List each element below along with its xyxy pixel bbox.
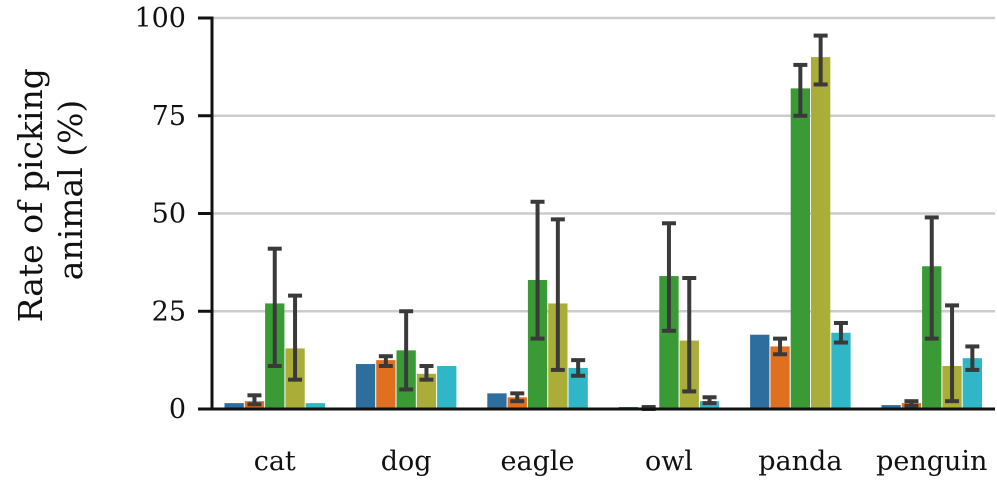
error-bar [661,221,676,333]
error-bar [813,33,828,87]
bar [811,57,831,409]
bar [487,393,507,409]
error-bar [904,399,919,408]
bar [750,334,770,409]
y-tick-label: 25 [152,296,186,327]
bar [437,365,457,409]
error-bar [793,62,808,118]
bar [881,405,901,409]
x-tick-label: eagle [501,446,575,477]
gridlines [212,16,995,313]
bar [527,279,548,409]
bar [224,403,244,409]
error-bar [247,393,262,407]
bar [305,403,325,409]
y-axis-title-line-2: animal (%) [51,100,90,281]
bar [770,346,790,409]
x-tick-label: owl [645,446,693,477]
error-bar [550,217,565,372]
error-bar [288,293,303,382]
x-tick-label: cat [254,446,296,477]
error-bar [510,391,525,404]
axes [198,16,995,411]
bar [376,360,396,409]
x-tick-label: panda [758,446,842,477]
error-bar [378,354,393,368]
error-bar [924,215,939,341]
bar [659,276,679,409]
error-bar [773,336,788,357]
error-bar [833,320,848,345]
bar [790,88,810,409]
bars [224,57,982,409]
error-bar [399,309,414,392]
error-bar [682,276,697,394]
error-bar [945,303,960,404]
error-bars [247,33,980,411]
error-bar [571,358,586,378]
bar [831,332,851,409]
y-axis-title: Rate of picking animal (%) [11,58,90,323]
error-bar [702,395,717,406]
bar [568,367,588,409]
y-tick-label: 100 [134,3,186,34]
bar [355,364,376,409]
y-axis-title-line-1: Rate of picking [11,68,50,322]
error-bar [419,363,434,382]
x-tick-label: dog [381,446,432,477]
y-tick-label: 0 [169,394,186,425]
x-tick-label: penguin [876,446,987,477]
error-bar [530,199,545,341]
y-tick-labels: 0 25 50 75 100 [134,3,186,425]
error-bar [965,344,980,372]
y-tick-label: 75 [152,101,186,132]
bar [416,373,437,409]
y-tick-label: 50 [152,199,186,230]
x-tick-labels: cat dog eagle owl panda penguin [254,446,988,477]
error-bar [267,246,282,368]
